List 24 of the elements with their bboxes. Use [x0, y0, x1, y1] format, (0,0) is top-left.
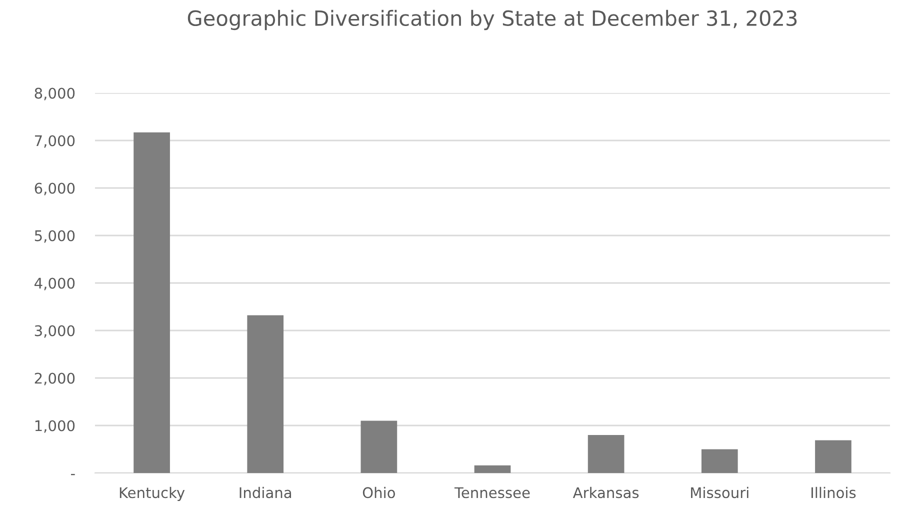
y-tick-label: 3,000: [34, 325, 75, 338]
x-tick-label: Missouri: [691, 486, 748, 498]
bar: [360, 420, 398, 473]
y-tick-label: 6,000: [34, 182, 75, 196]
y-tick-label: 4,000: [34, 278, 75, 290]
x-tick-label: Ohio: [362, 486, 395, 498]
bar: [247, 315, 284, 473]
x-tick-label: Indiana: [240, 486, 292, 498]
chart-title: Geographic Diversification by State at December 31, 2023: [188, 10, 797, 30]
x-tick-label: Kentucky: [120, 486, 185, 502]
y-tick-label: 1,000: [35, 420, 75, 433]
y-tick-label: 8,000: [34, 88, 75, 100]
bar: [588, 435, 624, 473]
y-tick-label: -: [71, 474, 75, 476]
bar: [474, 465, 511, 473]
bar: [701, 449, 738, 473]
x-tick-label: Tennessee: [454, 487, 530, 498]
y-tick-label: 5,000: [34, 230, 75, 243]
x-tick-label: Illinois: [812, 486, 856, 498]
x-tick-label: Arkansas: [572, 486, 639, 498]
bar: [815, 440, 852, 473]
bar: [134, 132, 170, 473]
y-tick-label: 2,000: [34, 372, 75, 386]
y-tick-label: 7,000: [35, 135, 75, 148]
